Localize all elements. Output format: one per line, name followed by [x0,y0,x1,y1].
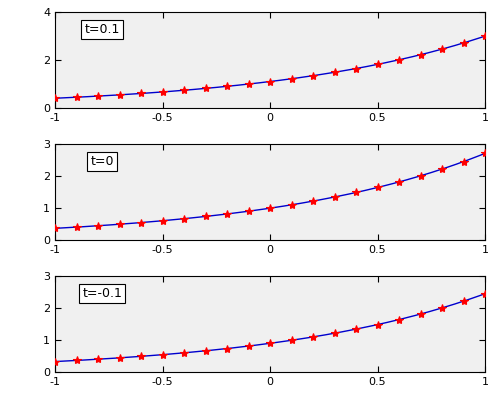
Text: t=0.1: t=0.1 [84,23,120,36]
Text: t=0: t=0 [90,155,114,168]
Text: t=-0.1: t=-0.1 [82,287,122,300]
